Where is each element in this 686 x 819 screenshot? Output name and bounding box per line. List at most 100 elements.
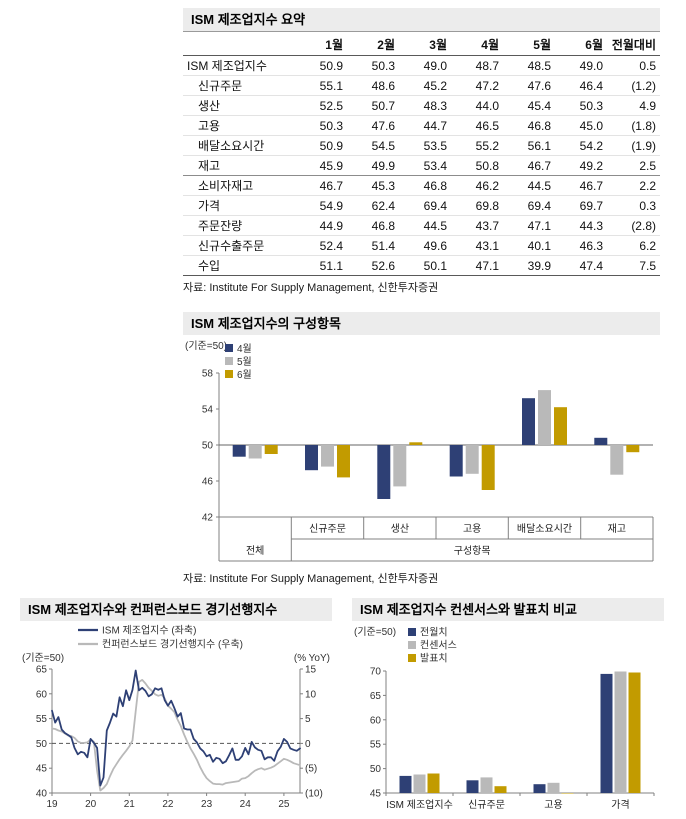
- bar-series-5월: [248, 390, 624, 487]
- cell: 50.8: [451, 155, 503, 176]
- svg-text:55: 55: [36, 714, 48, 725]
- svg-text:40: 40: [36, 789, 48, 800]
- svg-text:54: 54: [202, 405, 214, 416]
- cell: 46.2: [451, 175, 503, 196]
- ism-line: [51, 669, 301, 787]
- cell: 69.7: [555, 195, 607, 216]
- cell: 50.1: [399, 255, 451, 276]
- row-label: 생산: [183, 95, 295, 116]
- cell: 50.3: [347, 55, 399, 76]
- ism-lei-chart-title: ISM 제조업지수와 컨퍼런스보드 경기선행지수: [20, 598, 332, 621]
- cell: 49.6: [399, 235, 451, 256]
- components-chart-panel: ISM 제조업지수의 구성항목 42 46 50 54 58 신규주문 생산 고용 배달소요시간…: [183, 312, 660, 586]
- svg-text:22: 22: [162, 799, 174, 810]
- summary-table: 1월 2월 3월 4월 5월 6월 전월대비 ISM 제조업지수 50.9 50.3 49.0 48…: [183, 33, 660, 276]
- svg-text:55: 55: [370, 740, 382, 751]
- cell: 45.9: [295, 155, 347, 176]
- summary-table-panel: ISM 제조업지수 요약 1월 2월 3월 4월 5월 6월 전월대비 ISM 제조업지수 5…: [183, 8, 660, 295]
- header-row: 1월 2월 3월 4월 5월 6월 전월대비: [183, 33, 660, 56]
- cell: 46.8: [347, 215, 399, 236]
- svg-text:재고: 재고: [608, 523, 626, 535]
- cell: 52.6: [347, 255, 399, 276]
- row-label: 고용: [183, 115, 295, 136]
- svg-text:가격: 가격: [611, 798, 629, 811]
- cell: 39.9: [503, 255, 555, 276]
- table-row: ISM 제조업지수 50.9 50.3 49.0 48.7 48.5 49.0 0.5: [183, 55, 660, 76]
- table-row: 고용 50.3 47.6 44.7 46.5 46.8 45.0 (1.8): [183, 115, 660, 136]
- svg-text:65: 65: [36, 665, 48, 676]
- cell: 43.7: [451, 215, 503, 236]
- column-header: [183, 33, 295, 56]
- cell: 54.5: [347, 135, 399, 156]
- cell: 47.6: [503, 75, 555, 96]
- summary-table-body: ISM 제조업지수 50.9 50.3 49.0 48.7 48.5 49.0 0.5 신규주문…: [183, 55, 660, 276]
- table-row: 수입 51.1 52.6 50.1 47.1 39.9 47.4 7.5: [183, 255, 660, 276]
- cell: 47.2: [451, 75, 503, 96]
- cell: 47.1: [503, 215, 555, 236]
- cell: 45.2: [399, 75, 451, 96]
- cell: 47.1: [451, 255, 503, 276]
- svg-text:10: 10: [305, 689, 317, 700]
- table-row: 신규주문 55.1 48.6 45.2 47.2 47.6 46.4 (1.2): [183, 75, 660, 96]
- cell: 44.3: [555, 215, 607, 236]
- summary-table-title: ISM 제조업지수 요약: [183, 8, 660, 32]
- cell: 69.4: [503, 195, 555, 216]
- bar-series-컨센서스: [413, 671, 627, 793]
- column-header: 전월대비: [607, 33, 660, 56]
- cell: 52.5: [295, 95, 347, 116]
- cell: 44.5: [503, 175, 555, 196]
- ism-lei-chart-svg: 40 45 50 55 60 65 (10) (5) 0 5 10 15 19 20 21 22 23 24 25 I…: [22, 624, 330, 811]
- cell: 46.8: [399, 175, 451, 196]
- svg-text:21: 21: [124, 799, 136, 810]
- bar-series-4월: [232, 398, 608, 499]
- svg-text:23: 23: [201, 799, 213, 810]
- svg-text:(기준=50): (기준=50): [185, 340, 227, 352]
- cell: 46.5: [451, 115, 503, 136]
- row-label: 주문잔량: [183, 215, 295, 236]
- cell: 50.9: [295, 135, 347, 156]
- svg-text:5월: 5월: [237, 356, 252, 368]
- cell: 49.0: [399, 55, 451, 76]
- svg-text:5: 5: [305, 714, 311, 725]
- cell: 45.0: [555, 115, 607, 136]
- cell: 55.2: [451, 135, 503, 156]
- cell: 46.7: [503, 155, 555, 176]
- svg-text:(기준=50): (기준=50): [22, 652, 64, 664]
- ism-lei-chart-panel: ISM 제조업지수와 컨퍼런스보드 경기선행지수 40 45 50 55 60 65 (10…: [20, 598, 332, 817]
- column-header: 1월: [295, 33, 347, 56]
- lei-line: [51, 679, 301, 792]
- components-chart: 42 46 50 54 58 신규주문 생산 고용 배달소요시간 재고 전체 구성항목 (기준=50) 4…: [183, 335, 660, 567]
- cell: 0.5: [607, 55, 660, 76]
- svg-text:신규주문: 신규주문: [309, 523, 346, 535]
- cell: 46.7: [295, 175, 347, 196]
- cell: 69.8: [451, 195, 503, 216]
- bar-series-전월치: [399, 673, 613, 793]
- svg-text:50: 50: [36, 739, 48, 750]
- svg-text:구성항목: 구성항목: [454, 545, 491, 557]
- cell: 56.1: [503, 135, 555, 156]
- row-label: 신규주문: [183, 75, 295, 96]
- cell: 53.5: [399, 135, 451, 156]
- table-row: 재고 45.9 49.9 53.4 50.8 46.7 49.2 2.5: [183, 155, 660, 176]
- cell: 2.5: [607, 155, 660, 176]
- table-row: 생산 52.5 50.7 48.3 44.0 45.4 50.3 4.9: [183, 95, 660, 116]
- cell: 52.4: [295, 235, 347, 256]
- cell: 46.8: [503, 115, 555, 136]
- svg-text:50: 50: [370, 764, 382, 775]
- svg-text:(10): (10): [305, 789, 323, 800]
- cell: 46.7: [555, 175, 607, 196]
- cell: 69.4: [399, 195, 451, 216]
- consensus-chart-panel: ISM 제조업지수 컨센서스와 발표치 비교 45 50 55 60 65 70 ISM 제…: [352, 598, 664, 817]
- consensus-chart-svg: 45 50 55 60 65 70 ISM 제조업지수 신규주문 고용 가격 (기준=50) 전월치컨…: [354, 626, 655, 811]
- svg-text:60: 60: [36, 689, 48, 700]
- cell: 44.7: [399, 115, 451, 136]
- cell: 51.1: [295, 255, 347, 276]
- table-row: 소비자재고 46.7 45.3 46.8 46.2 44.5 46.7 2.2: [183, 175, 660, 196]
- cell: 48.6: [347, 75, 399, 96]
- cell: 44.0: [451, 95, 503, 116]
- cell: 51.4: [347, 235, 399, 256]
- svg-text:15: 15: [305, 665, 317, 676]
- cell: 2.2: [607, 175, 660, 196]
- row-label: 수입: [183, 255, 295, 276]
- svg-text:전체: 전체: [246, 545, 264, 557]
